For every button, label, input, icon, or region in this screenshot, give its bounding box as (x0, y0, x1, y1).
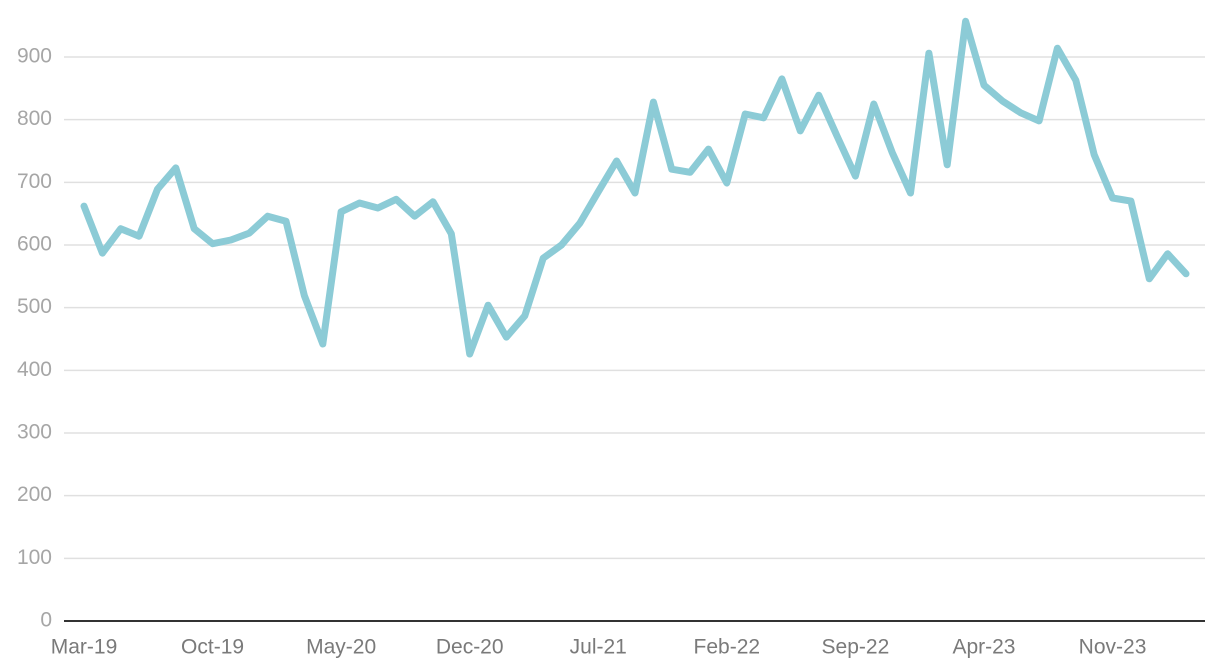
x-tick-label: Sep-22 (822, 636, 890, 659)
x-tick-label: Mar-19 (51, 636, 118, 659)
x-tick-label: Oct-19 (181, 636, 244, 659)
y-tick-label: 0 (40, 609, 52, 632)
y-tick-label: 400 (17, 358, 52, 381)
x-tick-label: Apr-23 (952, 636, 1015, 659)
x-tick-label: Dec-20 (436, 636, 504, 659)
line (80, 17, 1190, 358)
y-tick-label: 900 (17, 45, 52, 68)
y-tick-label: 300 (17, 421, 52, 444)
x-tick-label: May-20 (306, 636, 376, 659)
x-tick-label: Nov-23 (1079, 636, 1147, 659)
y-tick-label: 500 (17, 295, 52, 318)
y-tick-label: 800 (17, 107, 52, 130)
y-tick-label: 100 (17, 546, 52, 569)
x-tick-label: Jul-21 (570, 636, 627, 659)
x-tick-label: Feb-22 (694, 636, 761, 659)
y-tick-label: 600 (17, 233, 52, 256)
y-tick-label: 200 (17, 483, 52, 506)
y-tick-label: 700 (17, 170, 52, 193)
